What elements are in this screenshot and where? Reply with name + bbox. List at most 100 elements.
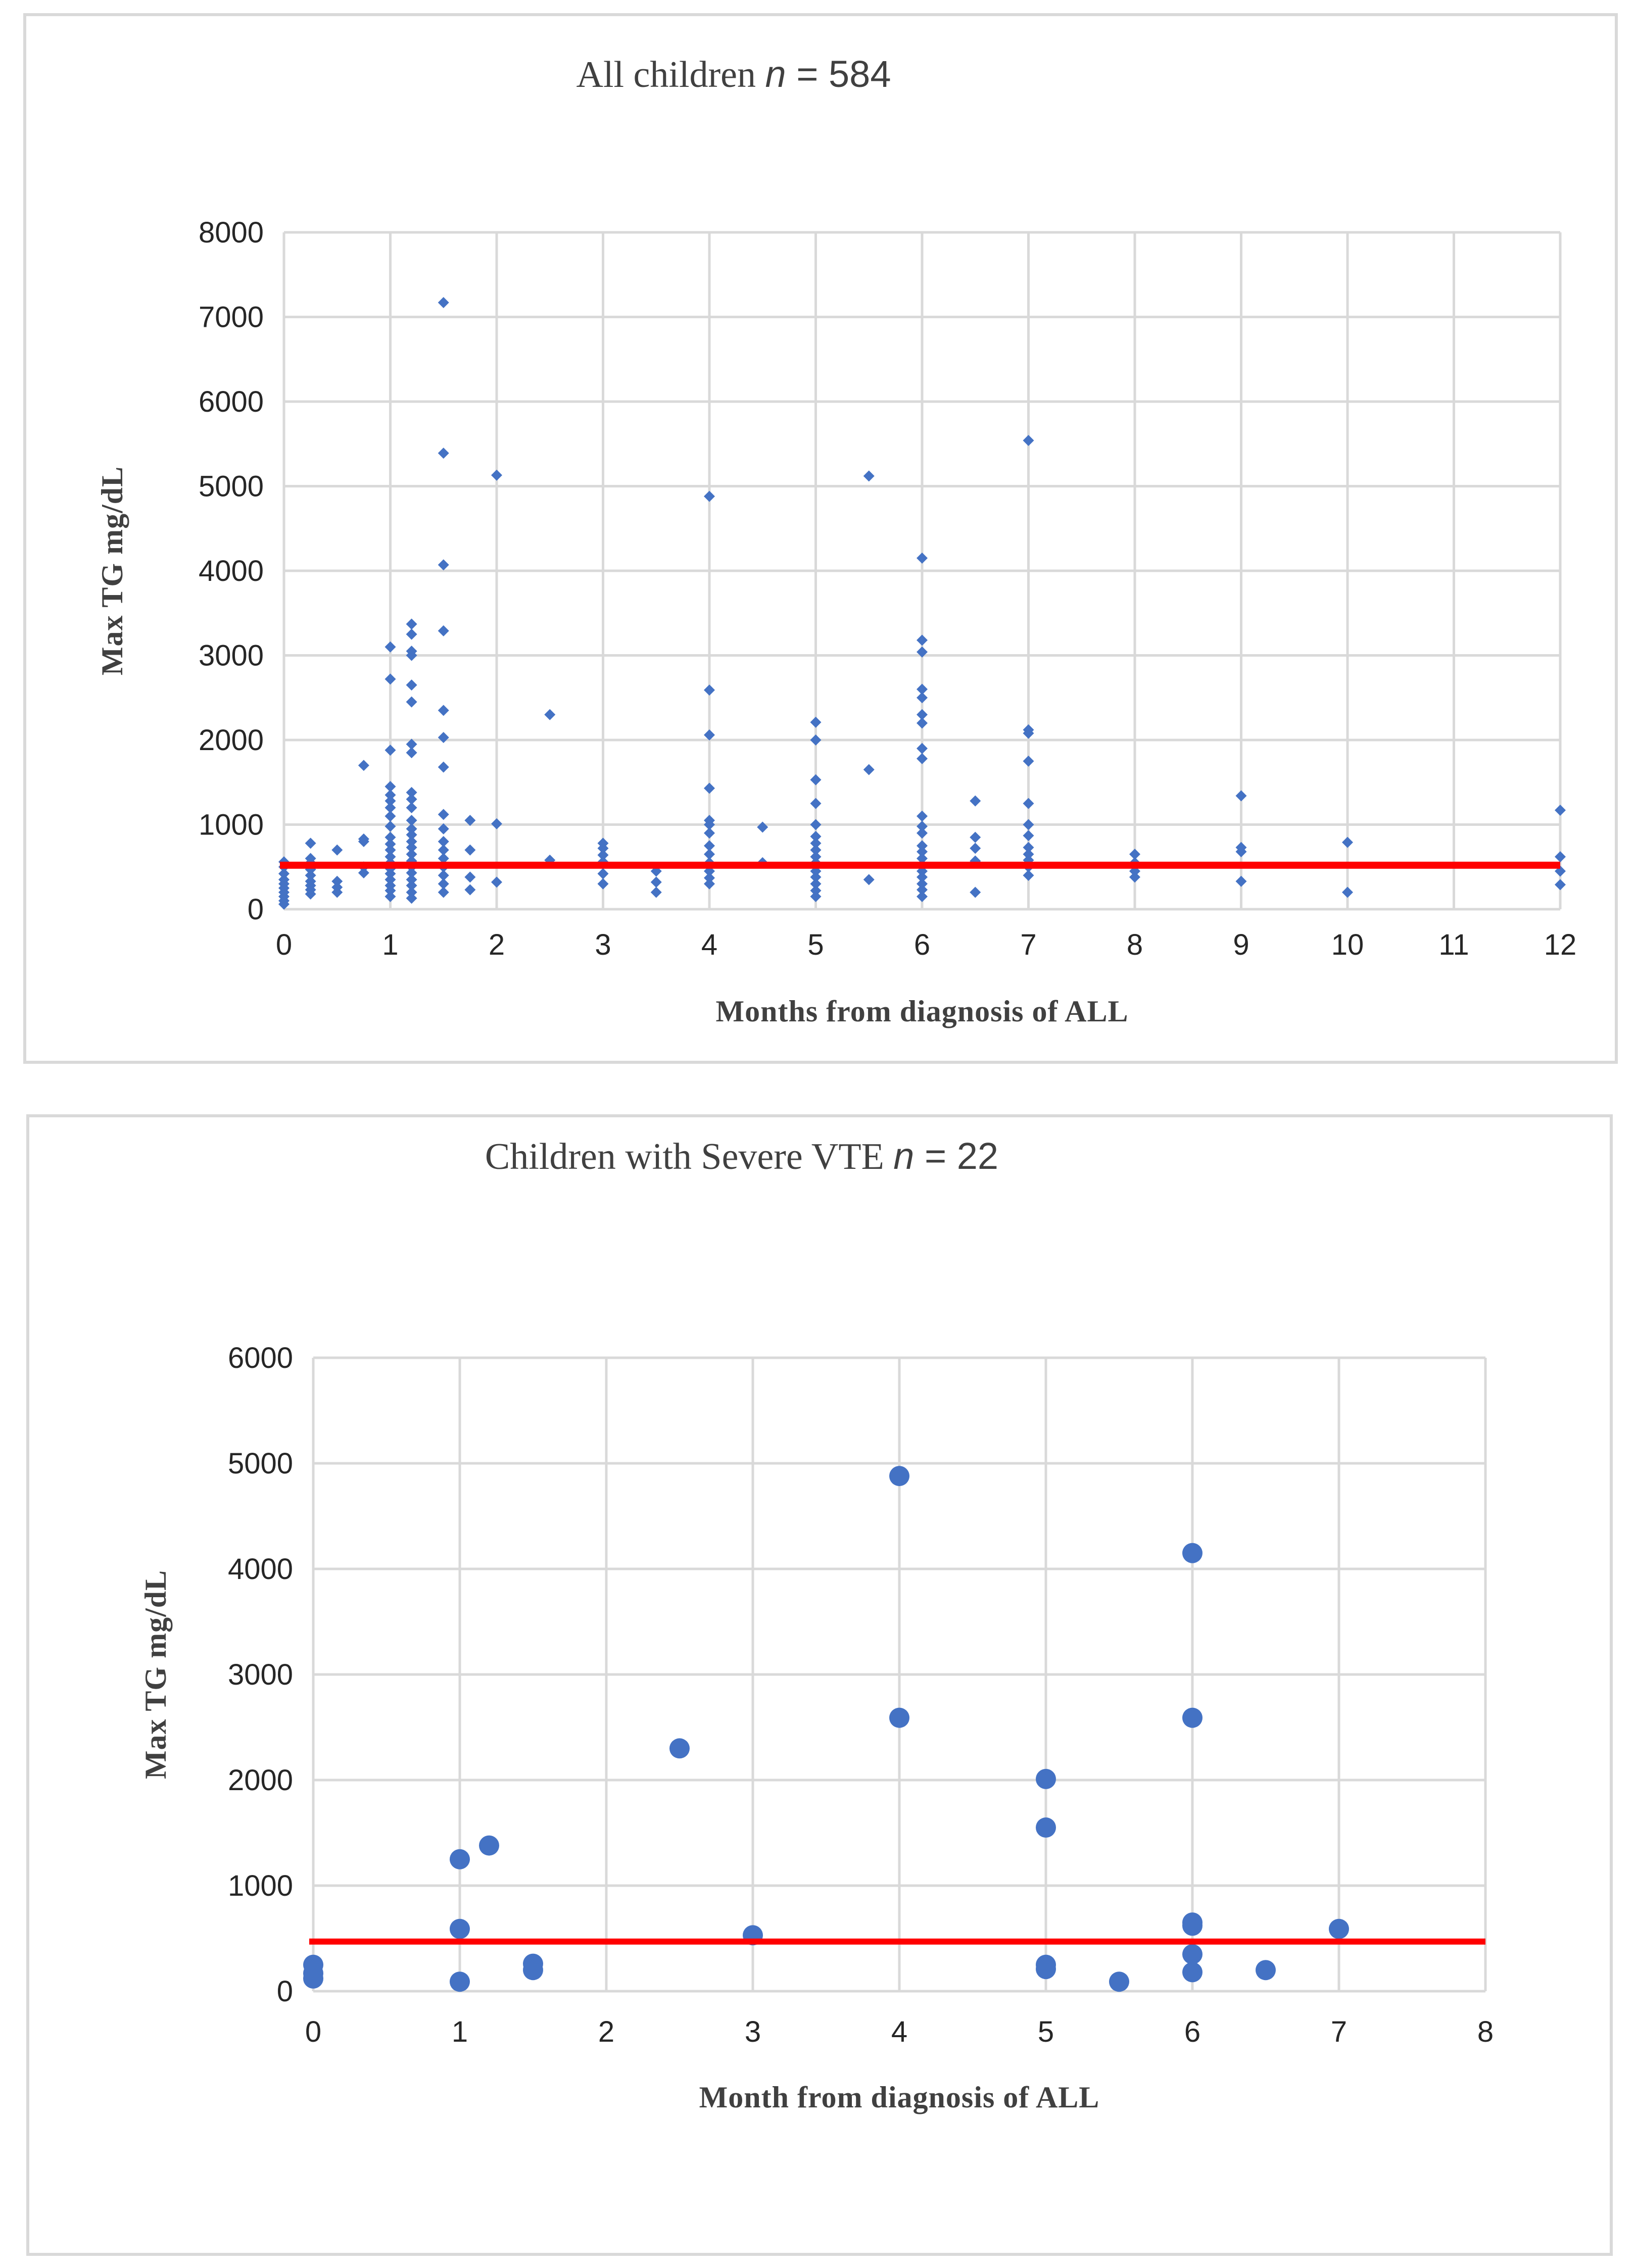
data-point bbox=[917, 891, 928, 902]
data-point bbox=[1342, 886, 1353, 898]
data-point bbox=[863, 470, 875, 482]
data-point bbox=[384, 781, 396, 793]
data-point bbox=[1129, 849, 1140, 860]
x-tick-label: 10 bbox=[1331, 928, 1364, 961]
data-point bbox=[917, 884, 928, 896]
data-point bbox=[384, 880, 396, 892]
data-point bbox=[810, 830, 822, 842]
data-point bbox=[384, 820, 396, 832]
data-point bbox=[438, 823, 449, 834]
data-point bbox=[917, 827, 928, 839]
data-point bbox=[384, 874, 396, 885]
data-point bbox=[917, 709, 928, 720]
data-point bbox=[917, 692, 928, 704]
x-tick-label: 1 bbox=[382, 928, 398, 961]
x-tick-label: 6 bbox=[914, 928, 930, 961]
data-point bbox=[1023, 755, 1034, 767]
y-axis-label-all-children: Max TG mg/dL bbox=[95, 466, 129, 675]
data-point bbox=[917, 878, 928, 890]
data-point bbox=[1235, 790, 1247, 802]
y-tick-label: 3000 bbox=[199, 639, 264, 672]
data-point bbox=[704, 729, 715, 741]
data-point bbox=[704, 490, 715, 502]
data-point bbox=[970, 831, 981, 843]
data-point bbox=[406, 880, 417, 892]
data-point bbox=[450, 1849, 470, 1869]
x-tick-label: 6 bbox=[1184, 2015, 1200, 2048]
data-point bbox=[406, 679, 417, 691]
data-point bbox=[1023, 798, 1034, 809]
data-point bbox=[810, 774, 822, 785]
data-point bbox=[704, 840, 715, 852]
data-point bbox=[438, 761, 449, 773]
y-tick-label: 4000 bbox=[228, 1553, 293, 1586]
data-point bbox=[889, 1707, 909, 1728]
data-point bbox=[704, 872, 715, 884]
x-tick-label: 1 bbox=[452, 2015, 468, 2048]
data-point bbox=[491, 876, 502, 888]
data-point bbox=[305, 837, 316, 849]
gridlines-all-children bbox=[282, 231, 1562, 911]
data-point bbox=[438, 731, 449, 743]
data-point bbox=[406, 842, 417, 853]
data-point bbox=[1023, 830, 1034, 842]
data-point bbox=[810, 819, 822, 830]
x-tick-label: 8 bbox=[1127, 928, 1143, 961]
data-point bbox=[1329, 1918, 1349, 1939]
data-point bbox=[384, 802, 396, 813]
data-point bbox=[384, 839, 396, 850]
data-point bbox=[438, 886, 449, 898]
data-point bbox=[406, 874, 417, 885]
data-point bbox=[1129, 871, 1140, 883]
y-tick-label: 7000 bbox=[199, 301, 264, 334]
data-point bbox=[406, 786, 417, 798]
data-point bbox=[450, 1971, 470, 1992]
data-point bbox=[917, 743, 928, 754]
data-point bbox=[384, 745, 396, 756]
data-point bbox=[358, 867, 369, 878]
x-tick-label: 9 bbox=[1233, 928, 1249, 961]
data-point bbox=[1182, 1912, 1203, 1933]
data-point bbox=[810, 891, 822, 902]
data-point bbox=[704, 684, 715, 696]
data-point bbox=[384, 673, 396, 685]
data-points-all-children bbox=[278, 297, 1566, 910]
data-point bbox=[479, 1835, 499, 1856]
data-point bbox=[1023, 819, 1034, 830]
y-tick-label: 1000 bbox=[199, 809, 264, 842]
data-point bbox=[358, 833, 369, 845]
data-point bbox=[1023, 724, 1034, 735]
data-point bbox=[464, 871, 476, 883]
data-point bbox=[406, 836, 417, 847]
data-point bbox=[704, 878, 715, 890]
data-point bbox=[384, 795, 396, 807]
data-point bbox=[970, 795, 981, 807]
data-point bbox=[491, 818, 502, 829]
x-tick-label: 5 bbox=[807, 928, 824, 961]
x-tick-label: 12 bbox=[1544, 928, 1577, 961]
data-point bbox=[650, 886, 662, 898]
data-point bbox=[970, 886, 981, 898]
data-point bbox=[917, 840, 928, 852]
data-point bbox=[1036, 1817, 1056, 1838]
data-point bbox=[406, 646, 417, 657]
data-point bbox=[597, 878, 609, 890]
data-point bbox=[491, 469, 502, 481]
data-point bbox=[669, 1738, 690, 1759]
scatter-chart-all-children: All children n = 584 0 1000 2000 3000 4000 500… bbox=[95, 53, 1577, 1028]
data-point bbox=[438, 559, 449, 571]
data-point bbox=[406, 628, 417, 640]
data-point bbox=[438, 625, 449, 636]
data-point bbox=[438, 853, 449, 864]
data-point bbox=[1023, 842, 1034, 853]
y-tick-label: 1000 bbox=[228, 1869, 293, 1902]
data-point bbox=[810, 885, 822, 897]
x-tick-label: 2 bbox=[489, 928, 505, 961]
data-point bbox=[917, 646, 928, 658]
data-point bbox=[1023, 870, 1034, 881]
data-points-severe-vte bbox=[303, 1466, 1349, 1992]
data-point bbox=[406, 802, 417, 813]
data-point bbox=[1182, 1962, 1203, 1983]
data-point bbox=[1342, 836, 1353, 848]
data-point bbox=[810, 716, 822, 728]
